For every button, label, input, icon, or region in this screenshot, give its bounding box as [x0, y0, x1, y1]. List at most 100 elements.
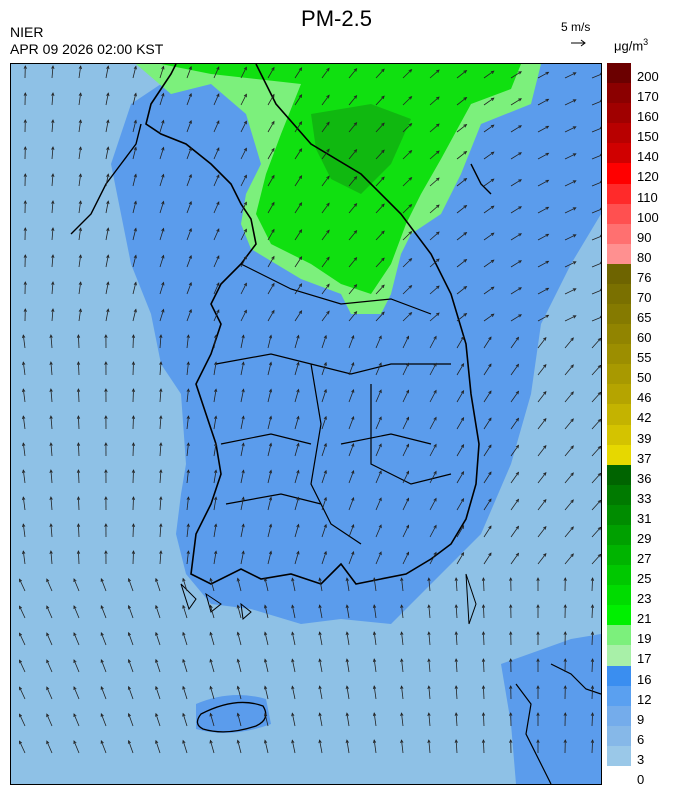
wind-arrow-head [298, 229, 303, 233]
wind-arrow-head [543, 390, 547, 395]
wind-arrow-head [159, 415, 163, 419]
wind-arrow-head [490, 232, 495, 236]
wind-arrow [321, 389, 327, 403]
wind-arrow [456, 178, 467, 187]
wind-arrow [373, 713, 377, 727]
wind-arrow-head [351, 335, 355, 339]
wind-arrow-head [161, 227, 165, 232]
wind-arrow [240, 148, 247, 160]
wind-arrow-head [400, 685, 404, 690]
wind-arrow-head [400, 631, 404, 636]
colorbar-cell [607, 203, 631, 225]
wind-arrow-head [127, 631, 131, 636]
wind-arrow [182, 659, 188, 673]
wind-arrow-head [590, 631, 595, 635]
wind-arrow [591, 685, 593, 700]
wind-arrow [537, 418, 547, 430]
wind-arrow [155, 740, 161, 754]
wind-arrow-head [131, 442, 136, 446]
wind-arrow-head [597, 553, 601, 558]
wind-arrow [428, 713, 431, 727]
moderate-area-jeju [196, 695, 271, 733]
wind-arrow-head [545, 260, 550, 264]
unit-text: μg/m [614, 38, 644, 54]
wind-arrow-head [298, 67, 303, 71]
wind-arrow [132, 309, 137, 322]
wind-arrow-head [78, 200, 82, 205]
wind-arrow [456, 232, 467, 241]
wind-arrow-head [433, 389, 437, 394]
wind-arrow [51, 119, 54, 133]
wind-arrow-head [490, 97, 495, 101]
wind-arrow [186, 551, 189, 565]
wind-arrow [402, 177, 412, 187]
wind-arrow [73, 659, 80, 673]
wind-arrow-head [131, 334, 136, 338]
wind-arrow [319, 605, 323, 619]
wind-arrow-head [351, 470, 355, 474]
wind-arrow-head [353, 148, 358, 153]
wind-arrow-head [572, 288, 577, 292]
wind-arrow [402, 96, 412, 106]
wind-arrow-head [155, 739, 159, 744]
wind-arrow-head [51, 92, 55, 96]
wind-arrow [510, 445, 519, 457]
wind-arrow [455, 712, 458, 727]
wind-arrow-head [51, 254, 55, 258]
wind-arrow-head [518, 152, 522, 156]
colorbar-tick-label: 31 [637, 510, 652, 526]
wind-arrow-head [433, 335, 437, 340]
wind-arrow [22, 416, 26, 430]
wind-arrow-head [590, 739, 595, 743]
wind-arrow [294, 310, 302, 322]
wind-arrow [428, 605, 431, 619]
wind-arrow-head [104, 334, 108, 338]
wind-arrow-head [597, 391, 601, 396]
wind-arrow [210, 740, 215, 754]
wind-arrow [319, 713, 323, 727]
wind-arrow-head [323, 334, 327, 339]
wind-arrow-head [22, 361, 26, 366]
wind-arrow-head [298, 94, 303, 98]
wind-arrow-head [378, 362, 382, 367]
wind-arrow [428, 686, 431, 700]
wind-arrow-head [543, 471, 547, 476]
wind-arrow [132, 255, 137, 268]
wind-arrow [429, 123, 440, 133]
wind-arrow [375, 230, 385, 241]
wind-arrow [132, 174, 137, 187]
colorbar-tick-label: 110 [637, 189, 658, 205]
colorbar-tick-label: 33 [637, 490, 652, 506]
wind-arrow-head [182, 739, 186, 744]
wind-arrow [213, 174, 220, 187]
wind-arrow [456, 363, 464, 376]
wind-arrow [19, 633, 26, 646]
wind-arrow-head [271, 120, 275, 125]
wind-arrow-head [296, 523, 300, 528]
wind-arrow-head [104, 361, 108, 365]
agency-label: NIER [10, 24, 44, 40]
colorbar-cell [607, 304, 631, 325]
wind-arrow-head [572, 72, 577, 76]
wind-arrow-head [268, 442, 273, 447]
wind-arrow-head [216, 201, 220, 206]
wind-arrow [294, 229, 302, 241]
wind-arrow [510, 553, 519, 565]
wind-arrow [51, 308, 54, 322]
wind-arrow-head [291, 739, 295, 744]
wind-arrow [132, 388, 134, 403]
wind-arrow [319, 740, 323, 754]
wind-arrow-head [268, 415, 273, 420]
wind-arrow [19, 606, 26, 619]
colorbar-cell [607, 424, 631, 446]
wind-arrow-head [298, 283, 303, 287]
wind-arrow [373, 686, 377, 700]
wind-arrow [428, 632, 431, 646]
wind-arrow [78, 228, 82, 241]
wind-arrow-head [460, 551, 465, 556]
wind-arrow-head [131, 415, 136, 419]
wind-arrow [22, 389, 26, 403]
wind-arrow [319, 686, 323, 700]
pm25-map [10, 63, 602, 785]
wind-arrow [510, 499, 519, 511]
